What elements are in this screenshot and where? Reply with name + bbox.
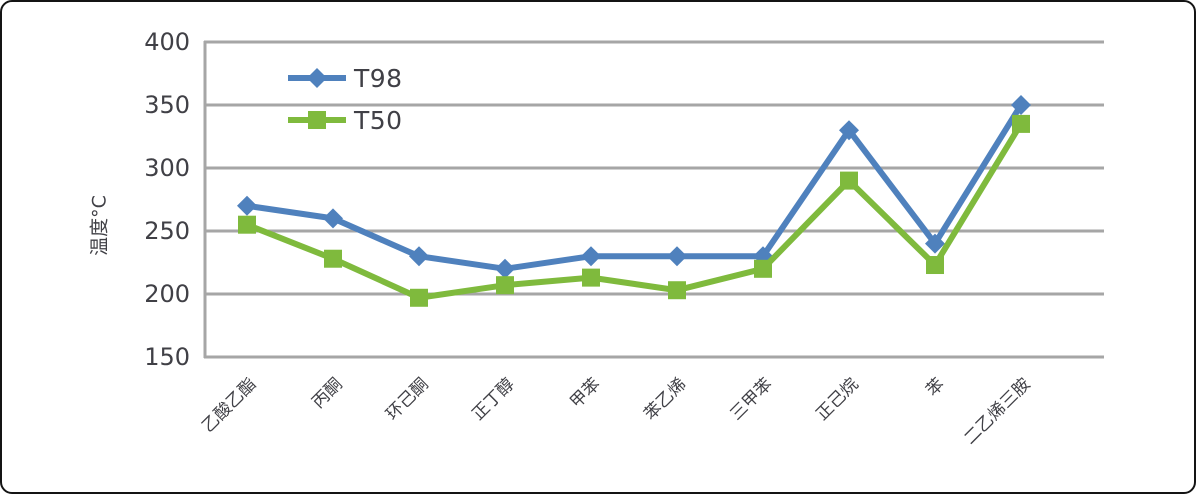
data-point-t50 [582,268,600,287]
data-point-t50 [410,288,428,307]
x-category-label: 正丁醇 [468,374,518,424]
legend-label-t98: T98 [354,63,403,93]
x-category-label: 苯 [922,374,948,400]
legend: T98 T50 [286,62,403,136]
x-category-label: 环己酮 [382,374,432,424]
x-category-label: 三甲苯 [726,374,776,424]
data-point-t50 [1012,114,1030,133]
data-point-t98 [839,120,859,141]
y-tick-label: 400 [144,28,190,56]
data-point-t50 [668,281,686,300]
series-line-t98 [246,103,1024,272]
data-point-t50 [840,171,858,190]
data-point-t98 [753,246,773,267]
y-tick-label: 150 [144,343,190,371]
data-point-t50 [754,259,772,278]
line-chart: 400 350 300 250 200 150 乙酸乙酯 丙酮 环己酮 正丁醇 甲苯 苯乙烯 三甲苯 正己… [144,28,1104,449]
legend-item-t50: T50 [286,104,403,136]
data-point-t98 [1011,95,1031,115]
data-point-t98 [667,246,687,267]
series-line-t50 [245,122,1024,301]
data-point-t50 [496,276,514,295]
data-point-t98 [237,195,257,216]
y-tick-label: 250 [144,217,190,245]
data-point-t98 [409,246,429,267]
data-point-t98 [495,258,515,279]
legend-item-t98: T98 [286,62,403,94]
x-category-label: 正己烷 [812,374,862,424]
x-category-label: 丙酮 [308,374,346,412]
x-category-label: 甲苯 [566,374,604,412]
legend-marker-t98-icon [288,68,346,88]
data-point-t98 [323,208,343,229]
data-point-t98 [581,246,601,267]
y-tick-label: 350 [144,91,190,119]
x-category-label: 二乙烯三胺 [960,374,1034,448]
legend-marker-t50-icon [288,111,346,129]
data-point-t50 [238,215,256,234]
x-category-label: 苯乙烯 [640,374,690,424]
data-point-t98 [925,233,945,254]
x-category-label: 乙酸乙酯 [198,374,260,436]
y-axis-title: 温度°C [88,195,111,256]
y-tick-label: 200 [144,280,190,308]
legend-label-t50: T50 [354,105,403,135]
data-point-t50 [324,249,342,268]
data-point-t50 [926,256,944,275]
y-tick-label: 300 [144,154,190,182]
